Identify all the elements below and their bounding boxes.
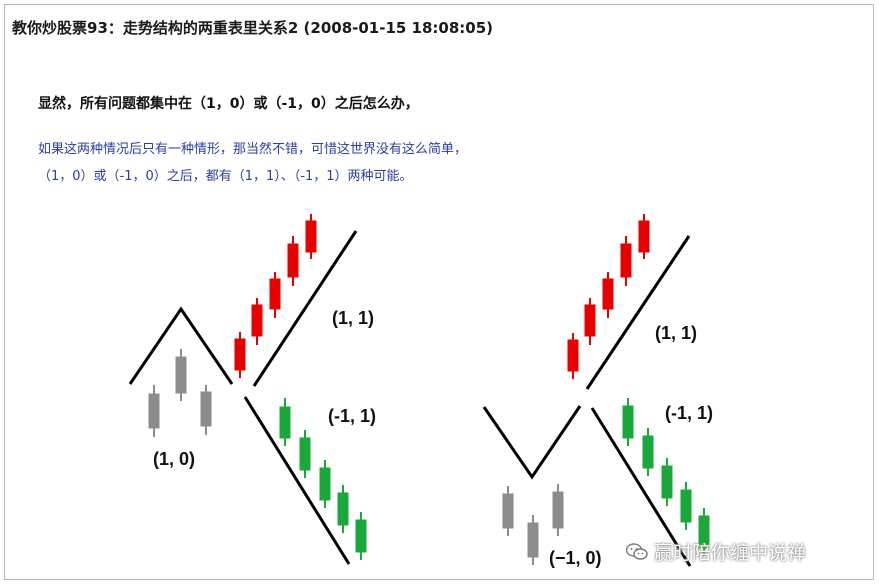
left-peak-line <box>128 306 234 385</box>
watermark-text: 赢时陪你缠中说禅 <box>654 542 807 564</box>
left-up-candles <box>234 214 317 378</box>
right-neutral-candles <box>502 484 564 565</box>
watermark: 赢时陪你缠中说禅 <box>626 538 806 565</box>
right-group: (−1, 0) (1, 1) (-1, 1) <box>482 214 713 568</box>
left-down-line <box>243 396 351 565</box>
right-down-line <box>590 407 692 567</box>
article-title: 教你炒股票93：走势结构的两重表里关系2 (2008-01-15 18:08:0… <box>12 19 494 37</box>
left-down-label: (-1, 1) <box>328 406 376 426</box>
lead-paragraph: 显然，所有问题都集中在（1，0）或（-1，0）之后怎么办， <box>38 96 419 112</box>
right-up-line <box>585 235 691 390</box>
left-down-candles <box>279 398 367 560</box>
wechat-icon <box>626 542 648 560</box>
body-line-1: 如果这两种情况后只有一种情形，那当然不错，可惜这世界没有这么简单， <box>38 142 468 157</box>
right-up-label: (1, 1) <box>655 323 697 343</box>
right-down-label: (-1, 1) <box>665 403 713 423</box>
left-base-label: (1, 0) <box>153 449 195 469</box>
left-up-line <box>252 230 358 387</box>
right-down-candles <box>622 398 710 556</box>
left-neutral-candles <box>148 349 212 437</box>
right-base-label: (−1, 0) <box>549 548 602 568</box>
right-up-candles <box>567 214 650 379</box>
article-frame <box>4 4 874 580</box>
right-valley-line <box>482 405 582 480</box>
left-up-label: (1, 1) <box>332 308 374 328</box>
body-line-2: （1，0）或（-1，0）之后，都有（1，1）、（-1，1）两种可能。 <box>38 169 413 184</box>
left-group: (1, 0) (1, 1) (-1, 1) <box>128 214 376 565</box>
